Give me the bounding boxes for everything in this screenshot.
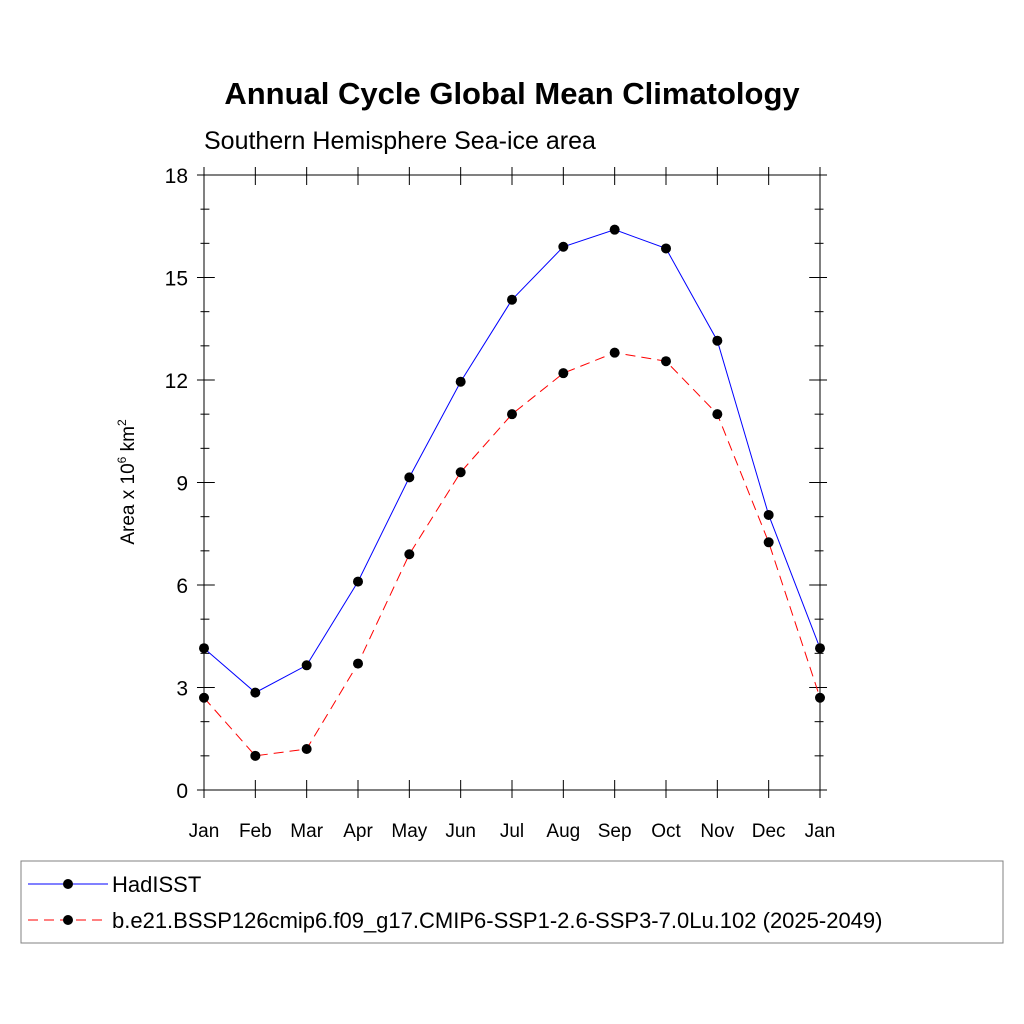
series-0-point xyxy=(815,643,825,654)
y-tick-label: 18 xyxy=(165,165,188,188)
chart-subtitle: Southern Hemisphere Sea-ice area xyxy=(204,127,596,155)
plot-frame xyxy=(203,174,821,791)
x-tick-label: Mar xyxy=(290,821,323,842)
y-tick-label: 12 xyxy=(165,370,188,393)
series-layer xyxy=(199,224,825,761)
series-0-point xyxy=(507,294,517,305)
series-0-point xyxy=(404,472,415,483)
legend-marker-hadisst xyxy=(63,879,73,889)
series-0-point xyxy=(199,643,209,654)
legend: HadISST b.e21.BSSP126cmip6.f09_g17.CMIP6… xyxy=(20,860,1004,944)
y-tick-label: 0 xyxy=(176,780,188,803)
series-1-point xyxy=(455,467,466,478)
x-tick-label: Oct xyxy=(651,821,681,842)
x-tick-label: Jun xyxy=(445,821,476,842)
series-1-point xyxy=(301,744,312,754)
series-1-point xyxy=(353,658,363,669)
series-0-point xyxy=(558,241,569,252)
x-tick-label: Nov xyxy=(700,821,734,842)
x-tick-label: Apr xyxy=(343,821,373,842)
series-0-point xyxy=(455,376,466,387)
series-1-point xyxy=(763,537,774,548)
legend-label-model: b.e21.BSSP126cmip6.f09_g17.CMIP6-SSP1-2.… xyxy=(112,908,882,933)
legend-label-hadisst: HadISST xyxy=(112,872,201,897)
legend-box xyxy=(20,860,1004,944)
series-1-point xyxy=(250,750,261,761)
y-tick-label: 3 xyxy=(176,678,188,701)
y-tick-label: 9 xyxy=(176,473,188,496)
x-tick-label: Aug xyxy=(546,821,580,842)
svg-text:Area x 106 km2: Area x 106 km2 xyxy=(115,419,139,545)
x-tick-label: Jan xyxy=(805,821,836,842)
series-0-point xyxy=(763,509,774,520)
x-tick-label: Sep xyxy=(598,821,632,842)
series-1-point xyxy=(712,409,723,420)
y-axis-label-exp1: 6 xyxy=(115,456,129,463)
y-tick-label: 15 xyxy=(165,268,188,291)
series-1-point xyxy=(609,347,620,358)
series-0-point xyxy=(250,687,261,698)
x-tick-label: Jul xyxy=(500,821,524,842)
y-tick-label: 6 xyxy=(176,575,188,598)
chart-title: Annual Cycle Global Mean Climatology xyxy=(224,76,800,111)
series-0-point xyxy=(301,660,312,671)
series-1-point xyxy=(661,356,671,367)
legend-marker-model xyxy=(63,915,73,925)
series-1-point xyxy=(507,409,517,420)
y-axis-label-base: Area x 10 xyxy=(118,463,139,544)
series-1-point xyxy=(404,549,415,560)
x-tick-label: May xyxy=(391,821,427,842)
series-0-point xyxy=(661,243,671,254)
y-axis-label-exp2: 2 xyxy=(115,419,129,426)
y-axis-label-mid: km xyxy=(118,426,139,457)
plot-area: 0 3 6 9 12 15 18 Jan Feb Mar Apr May Jun Jul Aug Sep Oct… xyxy=(165,165,836,842)
y-axis-label: Area x 106 km2 xyxy=(115,419,139,545)
series-0-point xyxy=(712,335,723,346)
series-0-point xyxy=(353,576,363,587)
x-tick-label: Dec xyxy=(752,821,786,842)
series-1-point xyxy=(815,692,825,703)
series-0-point xyxy=(609,224,620,235)
x-tick-label: Jan xyxy=(189,821,220,842)
series-1-point xyxy=(558,368,569,379)
series-1-point xyxy=(199,692,209,703)
x-tick-label: Feb xyxy=(239,821,272,842)
